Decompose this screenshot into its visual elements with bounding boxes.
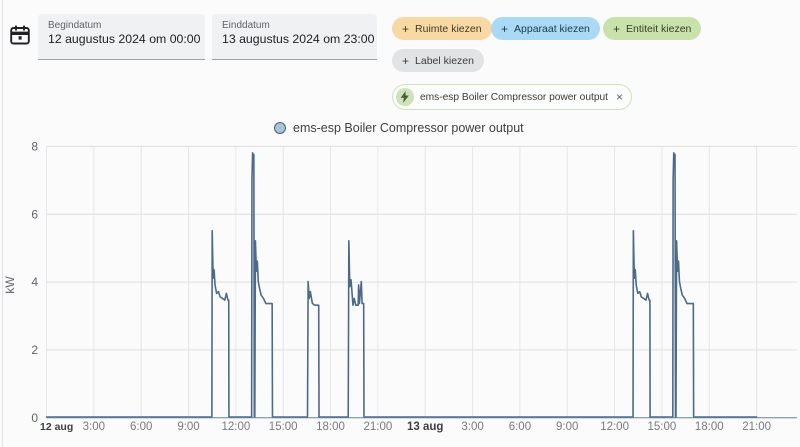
svg-text:15:00: 15:00 [269,421,298,433]
svg-text:2: 2 [31,343,38,357]
svg-text:13 aug: 13 aug [407,421,443,433]
svg-text:3:00: 3:00 [83,421,105,433]
svg-text:0: 0 [31,411,38,425]
svg-text:18:00: 18:00 [695,421,724,433]
svg-text:15:00: 15:00 [648,421,677,433]
svg-text:6: 6 [31,207,38,221]
svg-text:9:00: 9:00 [177,421,199,433]
svg-text:18:00: 18:00 [316,421,345,433]
svg-text:12 aug: 12 aug [40,421,73,433]
svg-text:kW: kW [3,276,17,294]
svg-text:9:00: 9:00 [556,421,578,433]
svg-text:3:00: 3:00 [461,421,483,433]
svg-text:4: 4 [31,275,38,289]
svg-text:21:00: 21:00 [363,421,392,433]
svg-text:21:00: 21:00 [742,421,771,433]
svg-text:8: 8 [31,140,38,154]
svg-text:12:00: 12:00 [221,421,250,433]
svg-text:6:00: 6:00 [509,421,531,433]
svg-text:12:00: 12:00 [600,421,629,433]
svg-text:6:00: 6:00 [130,421,152,433]
